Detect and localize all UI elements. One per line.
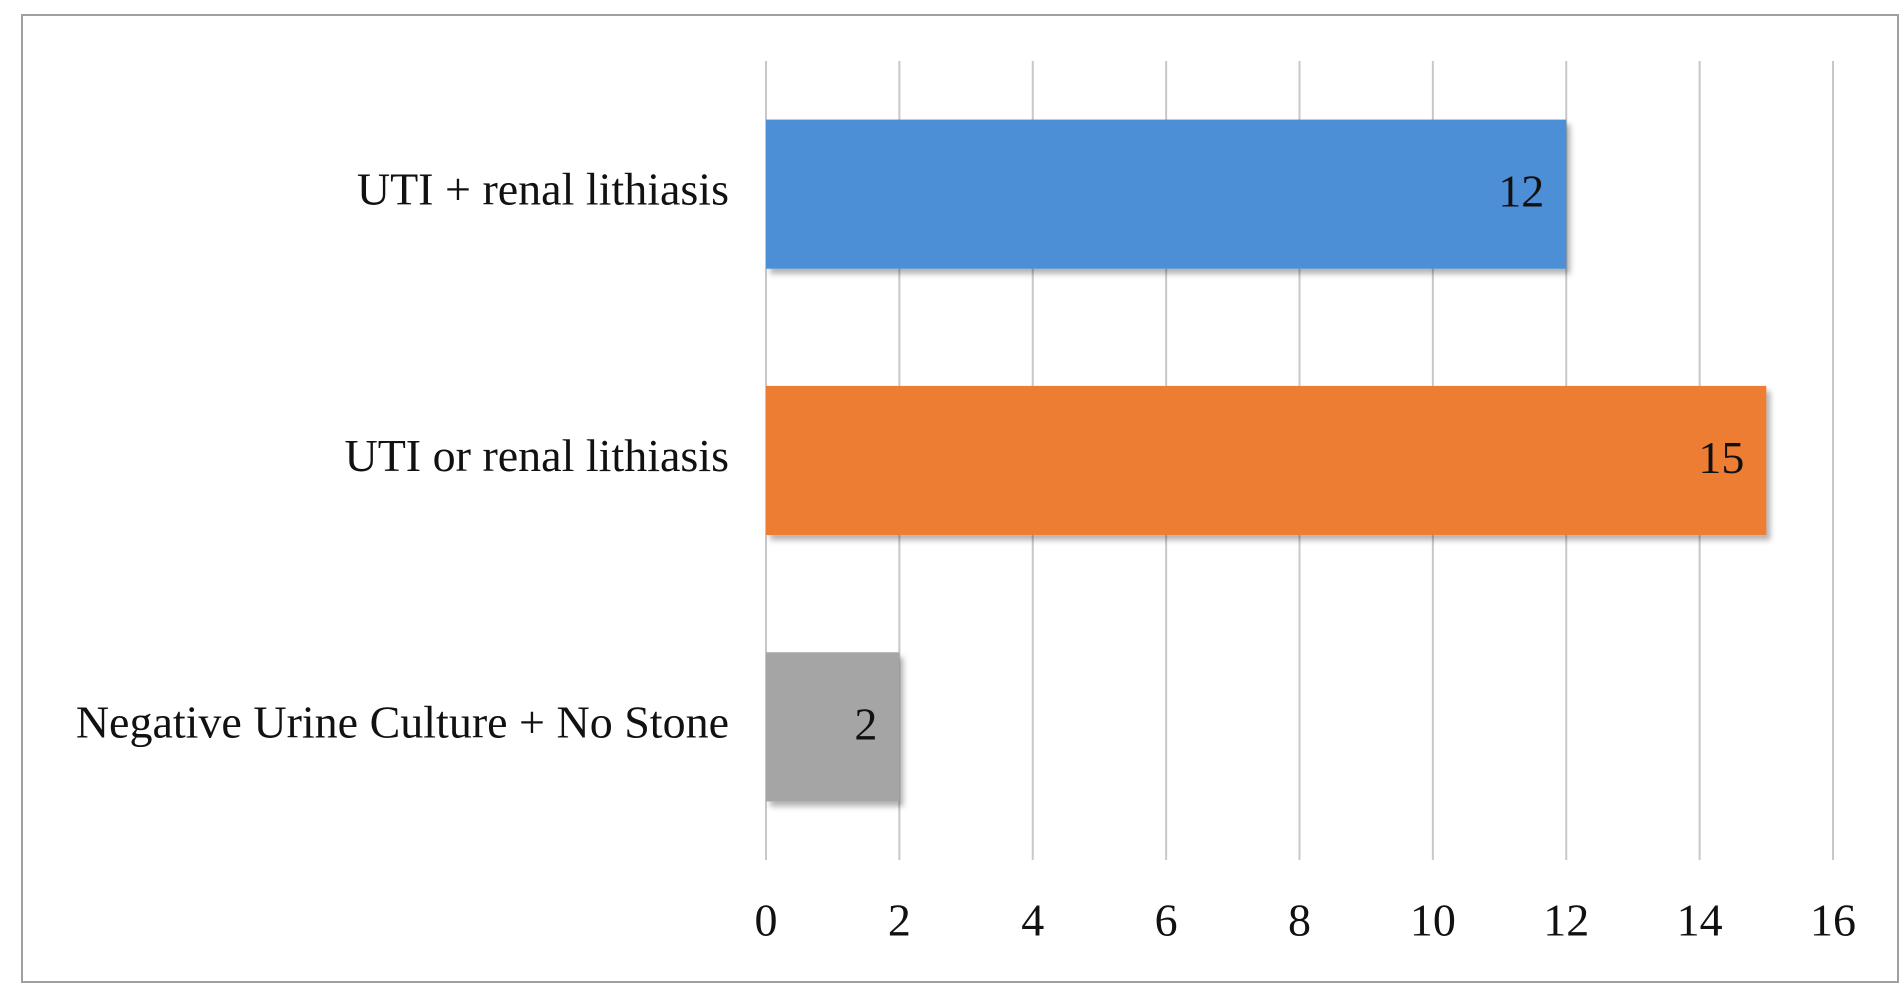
- x-tick-label: 2: [888, 895, 911, 946]
- x-tick-label: 4: [1021, 895, 1044, 946]
- x-tick-label: 14: [1677, 895, 1723, 946]
- x-tick-label: 0: [755, 895, 778, 946]
- data-label: 12: [1498, 166, 1544, 217]
- y-tick-label: UTI or renal lithiasis: [344, 430, 729, 481]
- x-tick-label: 10: [1410, 895, 1456, 946]
- bar: [766, 652, 900, 802]
- x-tick-label: 12: [1543, 895, 1589, 946]
- x-tick-label: 8: [1288, 895, 1311, 946]
- x-tick-label: 6: [1155, 895, 1178, 946]
- bar: [766, 119, 1567, 269]
- data-label: 15: [1698, 432, 1744, 483]
- x-tick-label: 16: [1810, 895, 1856, 946]
- y-tick-label: UTI + renal lithiasis: [357, 164, 729, 215]
- data-label: 2: [854, 698, 877, 749]
- y-tick-label: Negative Urine Culture + No Stone: [76, 696, 729, 747]
- bar: [766, 385, 1767, 536]
